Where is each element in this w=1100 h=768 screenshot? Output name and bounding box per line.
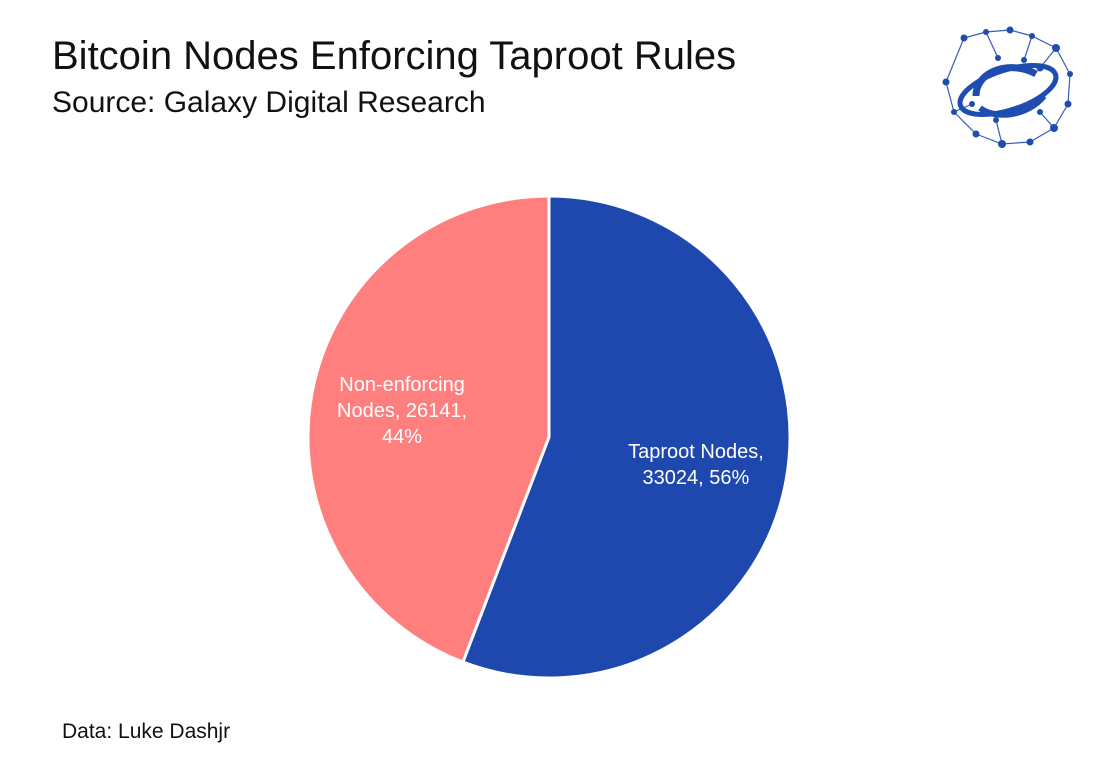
slice-label-non-enforcing-nodes: Non-enforcing Nodes, 26141, 44% <box>337 374 467 448</box>
chart-subtitle: Source: Galaxy Digital Research <box>52 86 486 119</box>
chart-title: Bitcoin Nodes Enforcing Taproot Rules <box>52 34 737 78</box>
pie-slice-taproot-nodes <box>460 194 792 680</box>
slice-label-line: Non-enforcing <box>339 374 465 396</box>
slice-label-taproot-nodes: Taproot Nodes, 33024, 56% <box>628 441 764 489</box>
slice-label-line: Nodes, 26141, <box>337 400 467 422</box>
galaxy-logo-icon <box>942 26 1073 148</box>
slice-label-line: 44% <box>382 426 422 448</box>
logo-orbit <box>957 62 1059 118</box>
pie-slices <box>306 194 792 680</box>
slice-label-line: Taproot Nodes, <box>628 441 764 463</box>
logo-nodes <box>942 26 1073 148</box>
data-credit: Data: Luke Dashjr <box>62 720 231 743</box>
pie-labels: Taproot Nodes, 33024, 56% Non-enforcing Nod… <box>337 374 764 489</box>
slice-label-line: 33024, 56% <box>643 467 750 489</box>
pie-slice-non-enforcing-nodes <box>306 194 551 665</box>
